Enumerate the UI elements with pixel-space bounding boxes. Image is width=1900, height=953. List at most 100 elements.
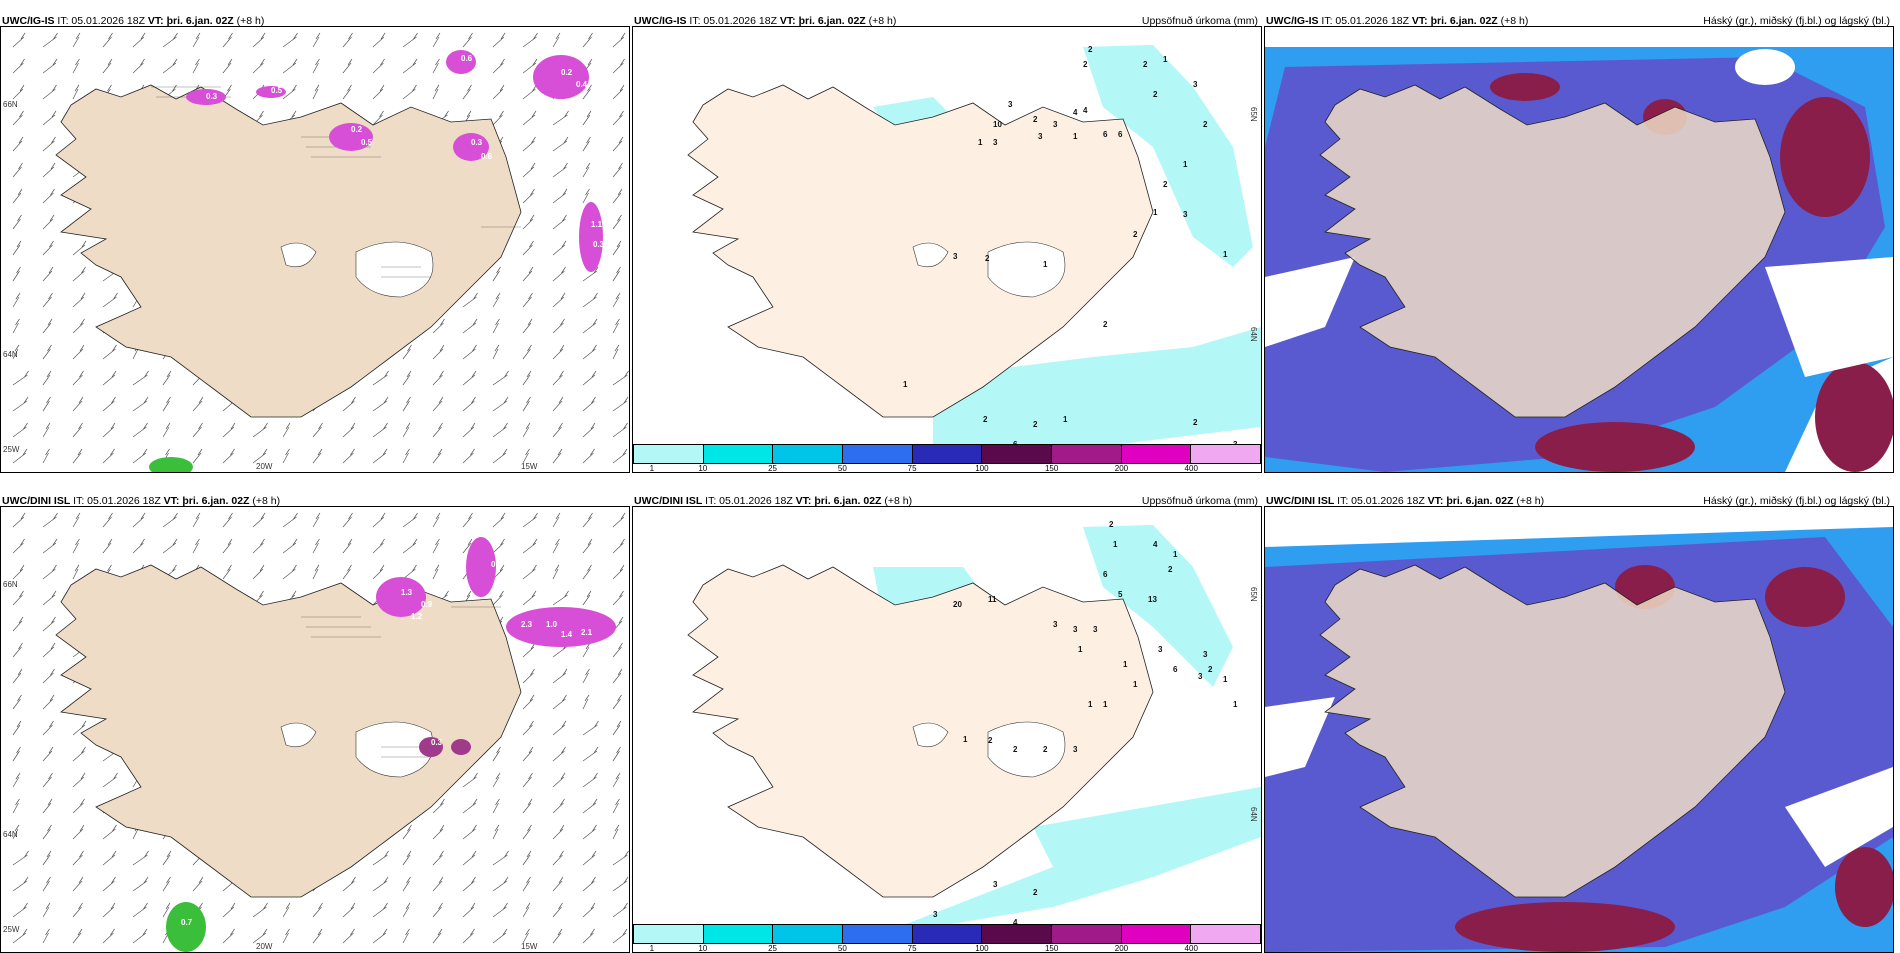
iceland-landmass [1319, 564, 1786, 898]
panel-right-title: Uppsöfnuð úrkoma (mm) [1141, 15, 1258, 27]
colorbar-tick: 1 [649, 944, 655, 953]
precip-value: 1 [1063, 415, 1068, 424]
precip-value: 1 [1043, 260, 1048, 269]
precip-value: 3 [1093, 625, 1098, 634]
iceland-landmass [1319, 84, 1786, 418]
map-frame[interactable]: 21412562011333111113363231122231324331 6… [632, 506, 1262, 953]
precip-amount-label: 1.1 [591, 220, 603, 229]
precip-amount-label: 0.3 [206, 92, 218, 101]
lat-label: 65N [1249, 107, 1258, 122]
precip-amount-label: 0.4 [576, 80, 588, 89]
lon-label: 15W [521, 942, 538, 951]
precip-amount-label: 0.2 [561, 68, 573, 77]
precip-amount-label: 0.7 [181, 918, 193, 927]
precip-value: 1 [1233, 700, 1238, 709]
lat-label: 64N [3, 350, 18, 359]
colorbar-swatch [1191, 445, 1261, 463]
precip-value: 1 [978, 138, 983, 147]
precip-value: 1 [1123, 660, 1128, 669]
panel-title: UWC/IG-IS IT: 05.01.2026 18Z VT: þri. 6.… [634, 15, 897, 27]
precip-amount-label: 2.3 [521, 620, 533, 629]
map-frame[interactable] [1264, 506, 1894, 953]
panel-title: UWC/DINI ISL IT: 05.01.2026 18Z VT: þri.… [2, 495, 281, 507]
cloud-map [1265, 507, 1893, 952]
colorbar-tick: 1 [649, 464, 655, 473]
precip-amount-label: 0.8 [491, 560, 503, 569]
precip-value: 2 [1193, 418, 1198, 427]
precip-value: 2 [1043, 745, 1048, 754]
precip-value: 3 [1198, 672, 1203, 681]
colorbar-tick: 50 [837, 464, 847, 473]
lat-label: 25W [3, 925, 20, 934]
colorbar-swatch [912, 445, 983, 463]
precip-value: 2 [1143, 60, 1148, 69]
colorbar-tick: 100 [975, 464, 989, 473]
colorbar-swatch [1052, 925, 1122, 943]
precip-value: 2 [1203, 120, 1208, 129]
precip-map: 21412562011333111113363231122231324331 6… [633, 507, 1261, 952]
precip-value: 4 [1153, 540, 1158, 549]
precip-value: 2 [1163, 180, 1168, 189]
lat-label: 64N [1249, 807, 1258, 822]
precip-value: 1 [1173, 550, 1178, 559]
colorbar-tick: 150 [1044, 944, 1059, 953]
precip-value: 3 [953, 252, 958, 261]
colorbar-swatch [912, 925, 983, 943]
map-frame[interactable]: 2221232610234331136421123213112216223 65… [632, 26, 1262, 473]
precip-colorbar: 1 10 25 50 75 100 150 200 400 [633, 444, 1261, 472]
precip-value: 6 [1118, 130, 1123, 139]
precip-value: 1 [903, 380, 908, 389]
precip-value: 3 [993, 880, 998, 889]
colorbar-swatch [982, 445, 1053, 463]
precip-value: 20 [953, 600, 962, 609]
map-frame[interactable]: 0.3 0.5 0.2 0.5 0.3 0.6 0.2 0.4 1.1 0.3 0.6 66N 64… [0, 26, 630, 473]
colorbar-swatch [1052, 445, 1122, 463]
precip-map: 2221232610234331136421123213112216223 65… [633, 27, 1261, 472]
colorbar-swatch [843, 925, 913, 943]
colorbar-swatch [843, 445, 913, 463]
precip-value: 10 [993, 120, 1002, 129]
precip-value: 2 [1033, 420, 1038, 429]
precip-value: 2 [985, 254, 990, 263]
panel-wind-top: UWC/IG-IS IT: 05.01.2026 18Z VT: þri. 6.… [0, 10, 630, 473]
precip-amount-label: 0.3 [471, 138, 483, 147]
panel-right-title: Uppsöfnuð úrkoma (mm) [1141, 495, 1258, 507]
precip-value: 1 [1183, 160, 1188, 169]
precip-value: 1 [1078, 645, 1083, 654]
colorbar-swatch [1121, 445, 1192, 463]
precip-value: 3 [1193, 80, 1198, 89]
panel-cloud-top: UWC/IG-IS IT: 05.01.2026 18Z VT: þri. 6.… [1264, 10, 1894, 473]
colorbar-swatch [634, 445, 704, 463]
map-frame[interactable]: 1.3 1.3 0.8 0.9 1.2 2.3 1.0 1.4 2.1 3.8 0.3 0.7 66N… [0, 506, 630, 953]
colorbar-tick: 400 [1184, 464, 1198, 473]
colorbar-tick: 10 [698, 464, 708, 473]
precip-value: 3 [1183, 210, 1188, 219]
panel-title: UWC/DINI ISL IT: 05.01.2026 18Z VT: þri.… [1266, 495, 1545, 507]
panel-precip-top: UWC/IG-IS IT: 05.01.2026 18Z VT: þri. 6.… [632, 10, 1262, 473]
precip-value: 1 [1163, 55, 1168, 64]
precip-value: 2 [1088, 45, 1093, 54]
map-frame[interactable] [1264, 26, 1894, 473]
colorbar-tick: 25 [768, 464, 777, 473]
precip-value: 6 [1103, 130, 1108, 139]
precip-value: 5 [1118, 590, 1123, 599]
precip-amount-label: 1.3 [411, 520, 423, 529]
precip-amount-label: 0.2 [351, 125, 363, 134]
precip-value: 4 [1083, 106, 1088, 115]
precip-value: 2 [1208, 665, 1213, 674]
precip-blobs [166, 537, 616, 952]
precip-value-labels: 2221232610234331136421123213112216223 [903, 45, 1238, 449]
precip-value: 3 [1073, 625, 1078, 634]
panel-title: UWC/DINI ISL IT: 05.01.2026 18Z VT: þri.… [634, 495, 913, 507]
precip-value: 1 [1073, 132, 1078, 141]
precip-value: 6 [1173, 665, 1178, 674]
precip-amount-label: 1.4 [561, 630, 573, 639]
lon-label: 20W [256, 462, 273, 471]
wind-map: 0.30.50.20.5 0.30.60.20.41.10.30.6 66N 64… [1, 27, 629, 472]
precip-amount-label: 2.1 [581, 628, 593, 637]
precip-amount-label: 1.3 [401, 588, 413, 597]
precip-blobs [149, 50, 603, 472]
panel-precip-bottom: UWC/DINI ISL IT: 05.01.2026 18Z VT: þri.… [632, 490, 1262, 953]
colorbar-swatch [773, 445, 844, 463]
panel-right-title: Háský (gr.), miðský (fj.bl.) og lágský (… [1703, 15, 1890, 27]
